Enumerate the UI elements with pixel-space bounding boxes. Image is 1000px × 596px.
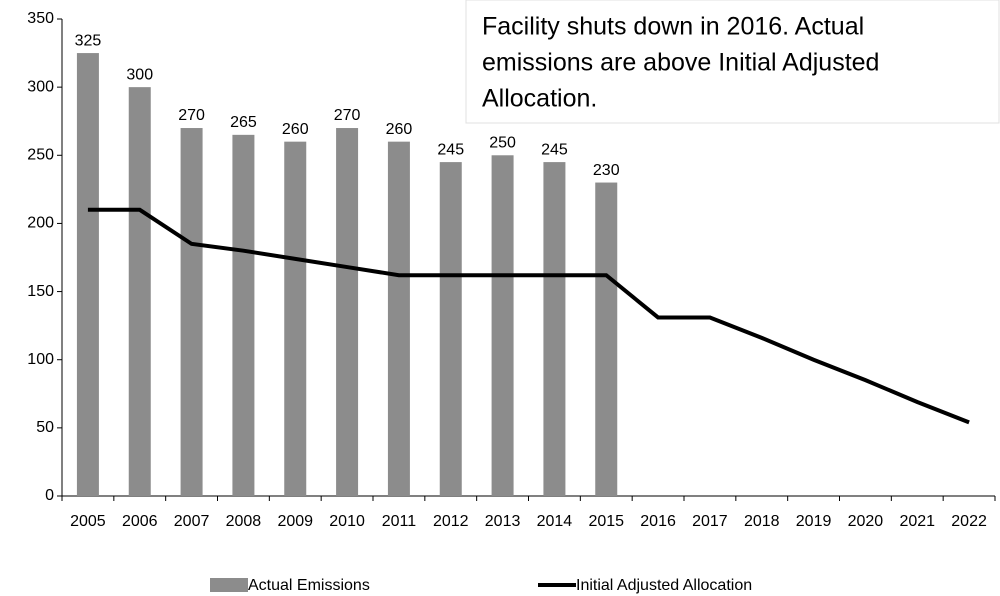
value-label: 325 bbox=[75, 32, 102, 49]
annotation: Facility shuts down in 2016. Actual bbox=[482, 13, 864, 41]
bar bbox=[76, 53, 99, 496]
annotation: emissions are above Initial Adjusted bbox=[482, 49, 879, 77]
value-label: 270 bbox=[334, 107, 361, 124]
x-tick-label: 2022 bbox=[951, 513, 987, 530]
bar bbox=[180, 128, 203, 496]
bar bbox=[387, 141, 410, 496]
x-tick-label: 2007 bbox=[174, 513, 210, 530]
bar bbox=[595, 182, 618, 497]
value-label: 260 bbox=[386, 121, 413, 138]
x-tick-label: 2016 bbox=[640, 513, 676, 530]
bar bbox=[439, 162, 462, 496]
x-tick-label: 2009 bbox=[277, 513, 313, 530]
bar bbox=[232, 134, 255, 497]
bar bbox=[128, 87, 151, 497]
legend-swatch bbox=[210, 578, 248, 592]
value-label: 265 bbox=[230, 114, 257, 131]
x-tick-label: 2017 bbox=[692, 513, 728, 530]
y-tick-label: 150 bbox=[27, 283, 54, 300]
y-tick-label: 100 bbox=[27, 351, 54, 368]
x-tick-label: 2018 bbox=[744, 513, 780, 530]
bar bbox=[336, 128, 359, 496]
value-label: 270 bbox=[178, 107, 205, 124]
value-label: 250 bbox=[489, 135, 516, 152]
x-tick-label: 2013 bbox=[485, 513, 521, 530]
x-tick-label: 2019 bbox=[796, 513, 832, 530]
bar bbox=[491, 155, 514, 497]
x-tick-label: 2012 bbox=[433, 513, 469, 530]
value-label: 300 bbox=[126, 66, 153, 83]
y-tick-label: 300 bbox=[27, 78, 54, 95]
legend-label: Actual Emissions bbox=[248, 577, 370, 594]
x-tick-label: 2021 bbox=[899, 513, 935, 530]
value-label: 245 bbox=[437, 141, 464, 158]
bar bbox=[543, 162, 566, 496]
value-label: 245 bbox=[541, 141, 568, 158]
bar bbox=[284, 141, 307, 496]
line bbox=[87, 207, 970, 425]
x-tick-label: 2011 bbox=[382, 513, 417, 530]
y-tick-label: 200 bbox=[27, 215, 54, 232]
value-label: 230 bbox=[593, 162, 620, 179]
y-tick-label: 250 bbox=[27, 147, 54, 164]
annotation-box bbox=[465, 0, 1000, 124]
x-tick-label: 2006 bbox=[122, 513, 158, 530]
y-tick-label: 350 bbox=[27, 10, 54, 27]
x-tick-label: 2014 bbox=[537, 513, 573, 530]
y-tick-label: 50 bbox=[36, 419, 54, 436]
annotation: Allocation. bbox=[482, 85, 597, 113]
x-tick-label: 2010 bbox=[329, 513, 365, 530]
value-label: 260 bbox=[282, 121, 309, 138]
x-tick-label: 2015 bbox=[588, 513, 624, 530]
x-tick-label: 2020 bbox=[848, 513, 884, 530]
legend-label: Initial Adjusted Allocation bbox=[576, 577, 752, 594]
x-tick-label: 2005 bbox=[70, 513, 106, 530]
y-tick-label: 0 bbox=[45, 487, 54, 504]
x-tick-label: 2008 bbox=[226, 513, 262, 530]
